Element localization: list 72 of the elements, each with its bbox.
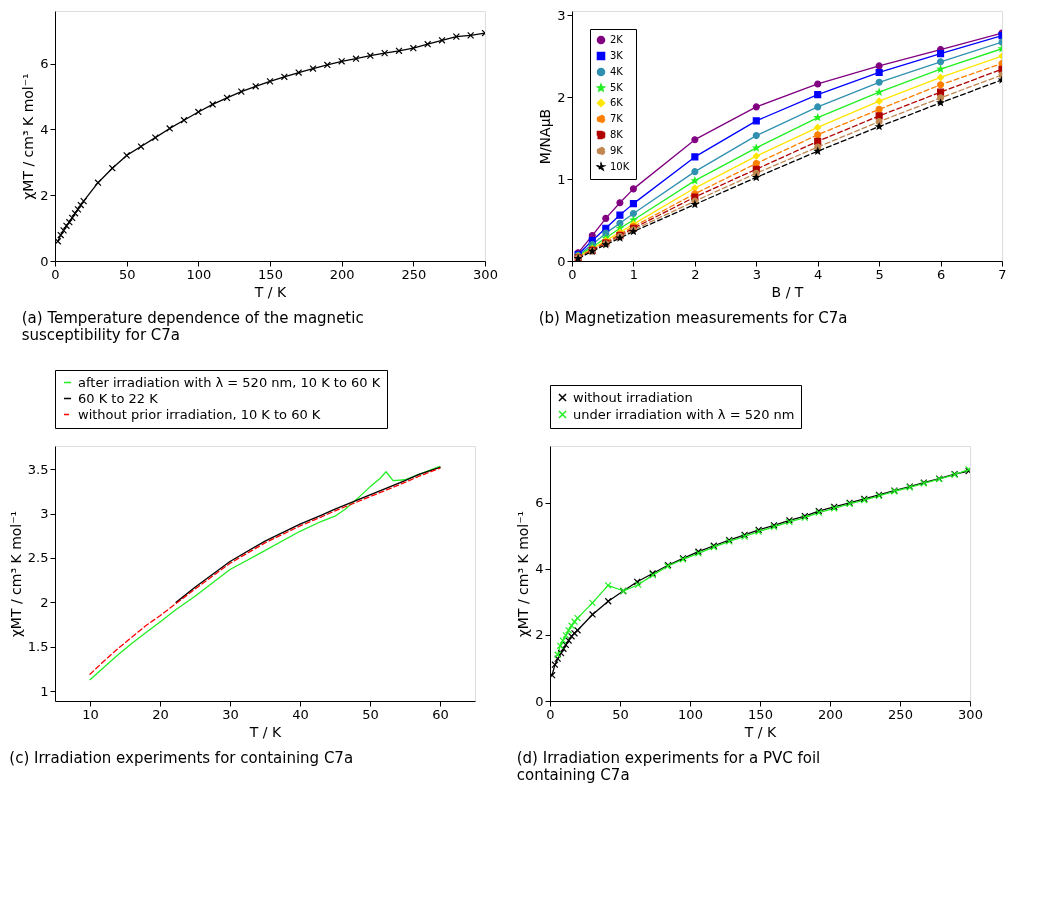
- x-tick-label: 60: [432, 706, 449, 722]
- x-tick-label: 0: [546, 706, 555, 722]
- x-tick-label: 250: [888, 706, 913, 722]
- y-tick-label: 2: [40, 594, 49, 610]
- x-tick-label: 30: [222, 706, 239, 722]
- y-tick-label: 1.5: [27, 639, 49, 655]
- x-tick-label: 150: [748, 706, 773, 722]
- legend-label: without prior irradiation, 10 K to 60 K: [78, 406, 321, 422]
- x-axis-title: T / K: [253, 283, 287, 300]
- legend-label: 9K: [610, 145, 624, 156]
- x-tick-label: 50: [118, 266, 136, 282]
- x-axis-title: T / K: [743, 723, 777, 740]
- legend-label: without irradiation: [573, 389, 693, 405]
- y-tick-label: 2.5: [27, 550, 49, 566]
- y-axis-title: χMT / cm³ K mol⁻¹: [515, 510, 532, 638]
- y-tick-label: 2: [40, 187, 49, 203]
- x-tick-label: 0: [568, 266, 577, 282]
- legend-label: under irradiation with λ = 520 nm: [573, 406, 795, 422]
- y-tick-label: 0: [557, 253, 566, 269]
- x-tick-label: 2: [691, 266, 700, 282]
- x-tick-label: 300: [473, 266, 498, 282]
- y-tick-label: 6: [40, 56, 49, 72]
- y-tick-label: 1: [40, 683, 49, 699]
- text: (c) Irradiation experiments for containing C7a: [9, 749, 354, 767]
- x-tick-label: 250: [401, 266, 427, 282]
- x-tick-label: 7: [998, 266, 1007, 282]
- y-tick-label: 3.5: [27, 461, 49, 477]
- y-tick-label: 6: [535, 495, 544, 511]
- x-tick-label: 5: [875, 266, 884, 282]
- y-axis-title: χMT / cm³ K mol⁻¹: [7, 510, 24, 638]
- x-axis-title: B / T: [771, 283, 804, 300]
- legend-label: 6K: [610, 97, 624, 108]
- text: (a) Temperature dependence of the magnetic susceptibility for C7a: [21, 309, 364, 344]
- y-tick-label: 0: [535, 693, 544, 709]
- y-tick-label: 2: [535, 627, 544, 643]
- legend-label: 3K: [610, 50, 624, 61]
- x-tick-label: 4: [814, 266, 823, 282]
- x-axis-title: T / K: [248, 723, 282, 740]
- x-tick-label: 150: [258, 266, 283, 282]
- y-tick-label: 3: [557, 7, 566, 23]
- x-tick-label: 50: [612, 706, 629, 722]
- y-tick-label: 4: [40, 121, 49, 137]
- legend-label: after irradiation with λ = 520 nm, 10 K to 60 K: [78, 374, 381, 390]
- legend-label: 7K: [610, 113, 624, 124]
- x-tick-label: 0: [51, 266, 60, 282]
- x-tick-label: 200: [329, 266, 355, 282]
- text: (d) Irradiation experiments for a PVC foil containing C7a: [516, 749, 821, 784]
- x-tick-label: 300: [958, 706, 983, 722]
- x-tick-label: 20: [152, 706, 169, 722]
- x-tick-label: 100: [678, 706, 703, 722]
- y-axis-title: χMT / cm³ K mol⁻¹: [20, 73, 37, 200]
- legend-label: 4K: [610, 66, 624, 77]
- legend-label: 60 K to 22 K: [78, 390, 159, 406]
- x-tick-label: 40: [292, 706, 309, 722]
- y-tick-label: 2: [557, 89, 566, 105]
- legend-label: 2K: [610, 34, 624, 45]
- y-axis-title: M/NAμB: [537, 108, 554, 165]
- legend-label: 5K: [610, 82, 624, 93]
- text: (b) Magnetization measurements for C7a: [538, 309, 848, 327]
- x-tick-label: 6: [936, 266, 946, 282]
- y-tick-label: 0: [40, 253, 49, 269]
- x-tick-label: 50: [362, 706, 379, 722]
- x-tick-label: 100: [186, 266, 212, 282]
- legend-label: 10K: [610, 161, 630, 172]
- x-tick-label: 3: [752, 266, 761, 282]
- x-tick-label: 1: [629, 266, 639, 282]
- x-tick-label: 10: [82, 706, 99, 722]
- y-tick-label: 4: [535, 561, 544, 577]
- x-tick-label: 200: [818, 706, 843, 722]
- y-tick-label: 1: [557, 171, 566, 187]
- y-tick-label: 3: [40, 506, 49, 522]
- legend-label: 8K: [610, 129, 624, 140]
